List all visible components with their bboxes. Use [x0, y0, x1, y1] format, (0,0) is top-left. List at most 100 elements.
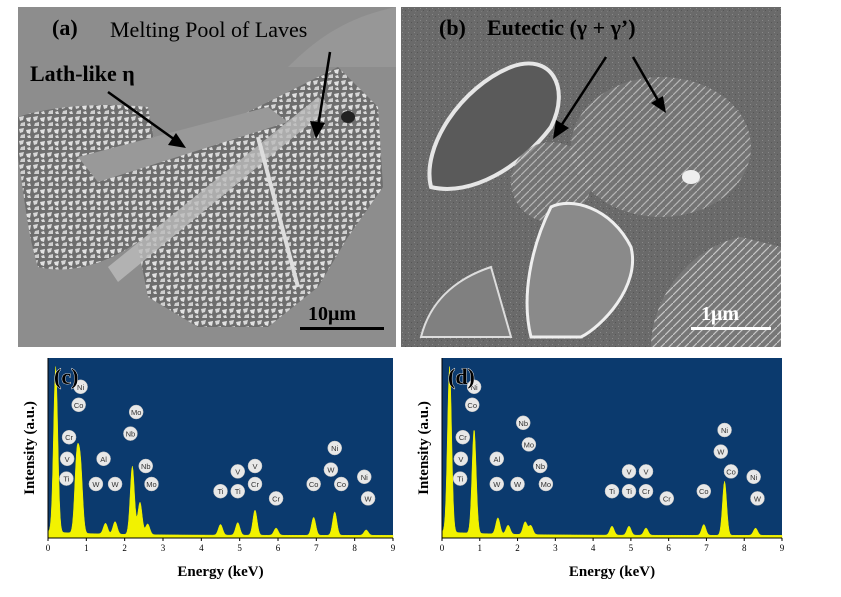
element-marker: [123, 426, 138, 441]
element-label: Nb: [535, 462, 545, 471]
element-marker: [61, 429, 77, 445]
element-label: Nb: [126, 430, 136, 439]
annotation-melting-pool: Melting Pool of Laves: [110, 17, 308, 42]
x-tick-label: 6: [276, 543, 281, 553]
element-marker: [138, 458, 153, 474]
element-marker: [538, 476, 554, 492]
element-label: Ti: [63, 475, 69, 484]
element-marker: [327, 440, 342, 456]
sem-image-b: (b) Eutectic (γ + γ’) 1μm: [401, 7, 781, 347]
element-label: W: [493, 480, 501, 489]
y-axis-title: Intensity (a.u.): [22, 401, 38, 495]
element-marker: [621, 483, 637, 499]
element-label: Cr: [65, 433, 73, 442]
element-label: V: [626, 467, 631, 476]
element-label: V: [65, 455, 70, 464]
panel-label-b: (b): [439, 15, 466, 40]
element-marker: [213, 483, 228, 499]
x-tick-label: 8: [352, 543, 357, 553]
element-marker: [88, 476, 104, 492]
panel-label-d: (d): [448, 364, 475, 389]
element-label: W: [112, 480, 120, 489]
element-label: Mo: [146, 480, 156, 489]
x-tick-label: 1: [478, 543, 483, 553]
element-marker: [247, 476, 263, 492]
element-label: Co: [699, 487, 709, 496]
element-label: V: [643, 467, 648, 476]
element-label: Nb: [518, 419, 528, 428]
element-label: Ti: [609, 487, 615, 496]
element-label: Cr: [663, 494, 671, 503]
element-marker: [247, 458, 263, 474]
sem-image-a-graphic: [18, 7, 396, 347]
x-tick-label: 9: [391, 543, 396, 553]
eds-spectrum-d-svg: Ni Co Cr V Ti Al W W Nb Mo Nb Mo Ti V Ti V Cr Cr Co Ni W Co Ni…: [416, 358, 785, 580]
spectrum-0: [47, 366, 394, 539]
panel-label-a: (a): [52, 15, 78, 40]
element-label: Nb: [141, 462, 151, 471]
element-marker: [71, 397, 86, 413]
element-label: Co: [309, 480, 319, 489]
element-marker: [510, 476, 525, 492]
element-marker: [455, 429, 471, 445]
element-label: Al: [100, 455, 107, 464]
x-tick-label: 0: [440, 543, 445, 553]
element-marker: [144, 476, 159, 492]
element-label: Cr: [642, 487, 650, 496]
element-marker: [638, 464, 654, 479]
x-tick-label: 4: [199, 543, 204, 553]
element-marker: [73, 379, 88, 395]
element-label: V: [235, 467, 240, 476]
scale-bar-label-a: 10μm: [308, 303, 356, 325]
element-label: W: [754, 494, 762, 503]
element-label: W: [92, 480, 100, 489]
element-label: Ni: [750, 473, 757, 482]
element-label: Cr: [459, 433, 467, 442]
element-marker: [357, 469, 372, 485]
scale-bar-label-b: 1μm: [701, 303, 739, 325]
x-tick-label: 1: [84, 543, 89, 553]
element-marker: [334, 476, 349, 492]
x-tick-label: 5: [629, 543, 634, 553]
element-marker: [323, 462, 339, 477]
element-marker: [453, 451, 469, 467]
x-tick-label: 5: [237, 543, 242, 553]
element-marker: [717, 422, 732, 438]
element-marker: [532, 458, 548, 474]
element-label: Ni: [471, 383, 478, 392]
element-label: Ni: [361, 473, 368, 482]
x-axis-title: Energy (keV): [569, 564, 655, 580]
y-axis-title: Intensity (a.u.): [416, 401, 432, 495]
element-label: Ti: [457, 475, 463, 484]
x-tick-label: 7: [704, 543, 709, 553]
element-marker: [306, 476, 321, 492]
element-label: W: [717, 448, 725, 457]
element-label: Ni: [77, 383, 84, 392]
x-tick-label: 3: [553, 543, 558, 553]
element-marker: [128, 404, 144, 420]
element-marker: [452, 471, 468, 486]
x-tick-label: 7: [314, 543, 319, 553]
element-label: Co: [726, 467, 736, 476]
element-marker: [268, 491, 284, 506]
element-marker: [621, 464, 637, 479]
element-label: V: [252, 462, 257, 471]
element-label: Co: [467, 401, 477, 410]
element-label: Co: [336, 480, 346, 489]
x-tick-label: 0: [46, 543, 51, 553]
element-label: Mo: [541, 480, 551, 489]
element-marker: [107, 476, 123, 492]
element-marker: [604, 483, 620, 499]
element-label: W: [514, 480, 522, 489]
eds-spectrum-d: Ni Co Cr V Ti Al W W Nb Mo Nb Mo Ti V Ti V Cr Cr Co Ni W Co Ni…: [410, 355, 841, 597]
element-marker: [723, 464, 739, 479]
element-marker: [230, 464, 245, 479]
element-label: Ni: [721, 426, 728, 435]
element-label: Al: [493, 455, 500, 464]
spectrum-1: [441, 366, 783, 539]
element-marker: [230, 483, 245, 499]
element-marker: [466, 379, 482, 395]
sem-image-b-graphic: [401, 7, 781, 347]
element-label: Cr: [272, 494, 280, 503]
